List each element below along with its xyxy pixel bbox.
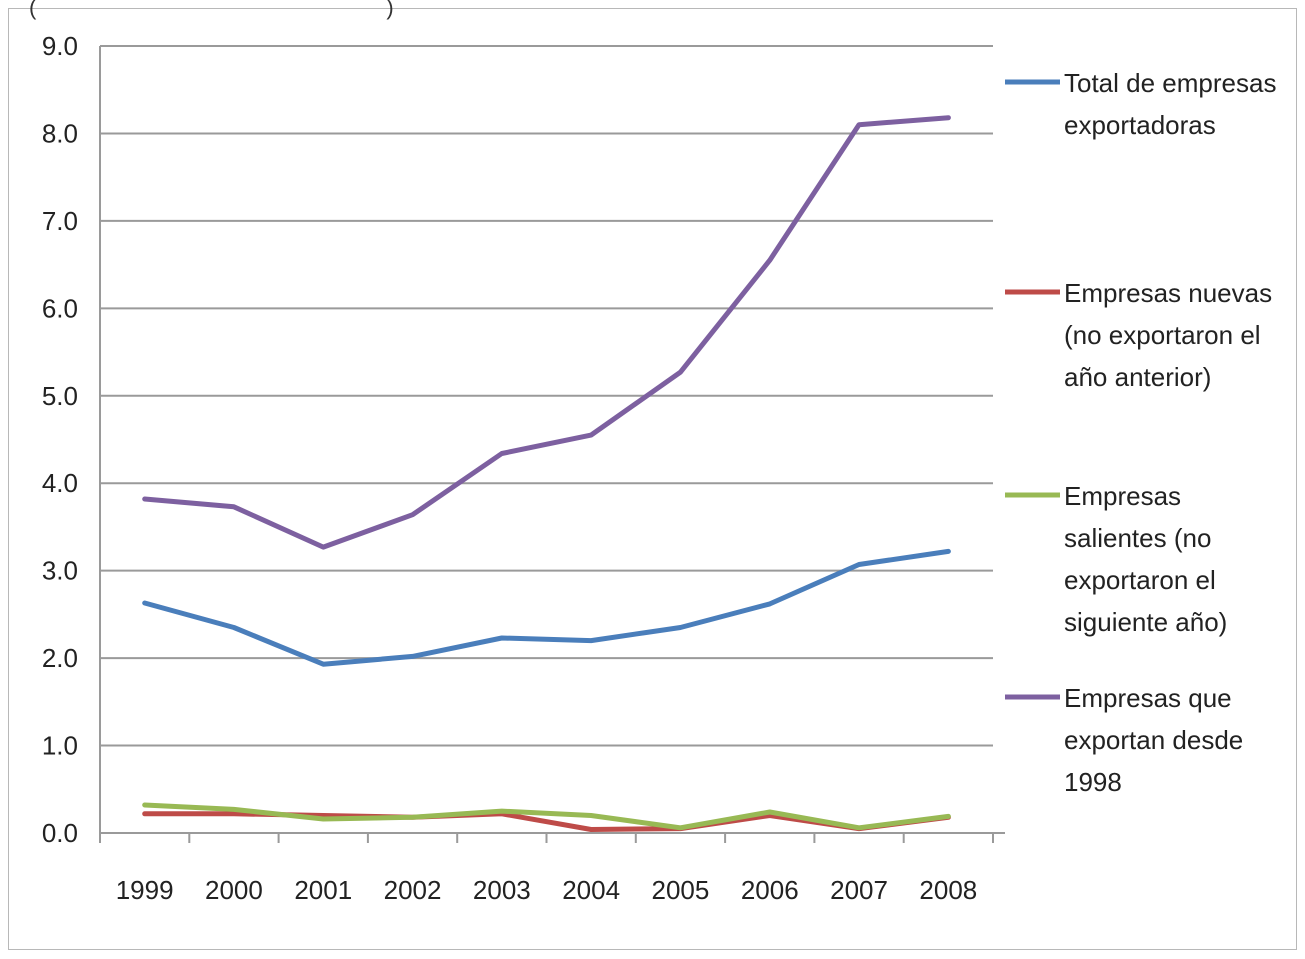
y-tick-label: 6.0 xyxy=(42,293,78,323)
legend-label: exportadoras xyxy=(1064,110,1216,140)
legend-label: Empresas que xyxy=(1064,683,1232,713)
x-axis-tick-labels: 1999 2000 2001 2002 2003 2004 2005 2006 2007 2008 xyxy=(116,875,978,905)
legend-label: Empresas nuevas xyxy=(1064,278,1272,308)
legend-label: salientes (no xyxy=(1064,523,1211,553)
legend-label: Empresas xyxy=(1064,481,1181,511)
y-tick-label: 8.0 xyxy=(42,118,78,148)
y-tick-label: 4.0 xyxy=(42,468,78,498)
x-tick-label: 2000 xyxy=(205,875,263,905)
legend-label: exportaron el xyxy=(1064,565,1216,595)
x-tick-label: 2001 xyxy=(294,875,352,905)
y-tick-label: 1.0 xyxy=(42,731,78,761)
x-tick-label: 2006 xyxy=(741,875,799,905)
legend-label: Total de empresas xyxy=(1064,68,1276,98)
chart-frame: () xyxy=(8,0,1297,950)
header-fragment: () xyxy=(29,0,394,20)
x-tick-label: 2008 xyxy=(919,875,977,905)
legend-label: 1998 xyxy=(1064,767,1122,797)
y-tick-label: 7.0 xyxy=(42,206,78,236)
x-tick-label: 2003 xyxy=(473,875,531,905)
y-axis-tick-labels: 0.0 1.0 2.0 3.0 4.0 5.0 6.0 7.0 8.0 9.0 xyxy=(42,31,78,848)
x-tick-label: 2007 xyxy=(830,875,888,905)
legend-label: (no exportaron el xyxy=(1064,320,1261,350)
legend-label: siguiente año) xyxy=(1064,607,1227,637)
series-line-3 xyxy=(142,115,951,550)
x-tick-label: 2005 xyxy=(652,875,710,905)
legend-label: año anterior) xyxy=(1064,362,1211,392)
x-axis xyxy=(99,46,1005,843)
legend-label: exportan desde xyxy=(1064,725,1243,755)
y-tick-label: 3.0 xyxy=(42,556,78,586)
series-line-2 xyxy=(142,802,951,831)
legend-item-3: Empresas que exportan desde 1998 xyxy=(1005,683,1243,797)
y-tick-label: 9.0 xyxy=(42,31,78,61)
legend-item-2: Empresas salientes (no exportaron el siguie… xyxy=(1005,481,1227,637)
x-tick-label: 2002 xyxy=(384,875,442,905)
grid-lines xyxy=(100,45,993,747)
legend-item-0: Total de empresas exportadoras xyxy=(1005,68,1276,140)
y-tick-label: 5.0 xyxy=(42,381,78,411)
legend-item-1: Empresas nuevas (no exportaron el año ante… xyxy=(1005,278,1272,392)
x-tick-label: 2004 xyxy=(562,875,620,905)
x-tick-label: 1999 xyxy=(116,875,174,905)
legend: Total de empresas exportadoras Empresas nu… xyxy=(1005,68,1276,797)
y-tick-label: 0.0 xyxy=(42,818,78,848)
series-line-0 xyxy=(142,548,951,667)
series-lines xyxy=(142,115,951,832)
y-tick-label: 2.0 xyxy=(42,643,78,673)
